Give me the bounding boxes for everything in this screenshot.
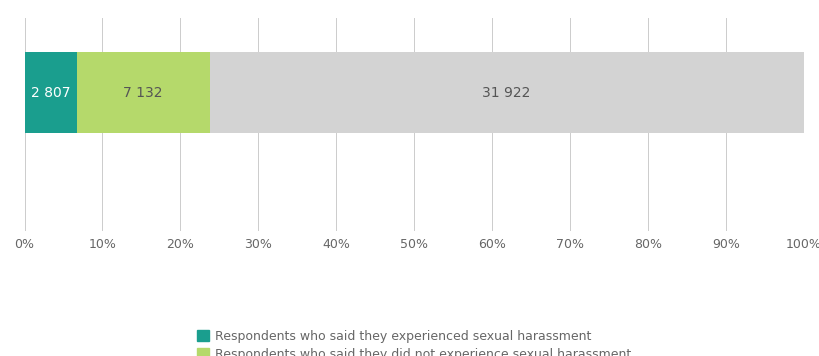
Text: 7 132: 7 132: [124, 85, 163, 100]
Legend: Respondents who said they experienced sexual harassment, Respondents who said th: Respondents who said they experienced se…: [197, 330, 631, 356]
Bar: [77, 52, 210, 133]
Text: 2 807: 2 807: [31, 85, 70, 100]
Text: 31 922: 31 922: [482, 85, 530, 100]
Bar: [25, 52, 77, 133]
Bar: [210, 52, 803, 133]
